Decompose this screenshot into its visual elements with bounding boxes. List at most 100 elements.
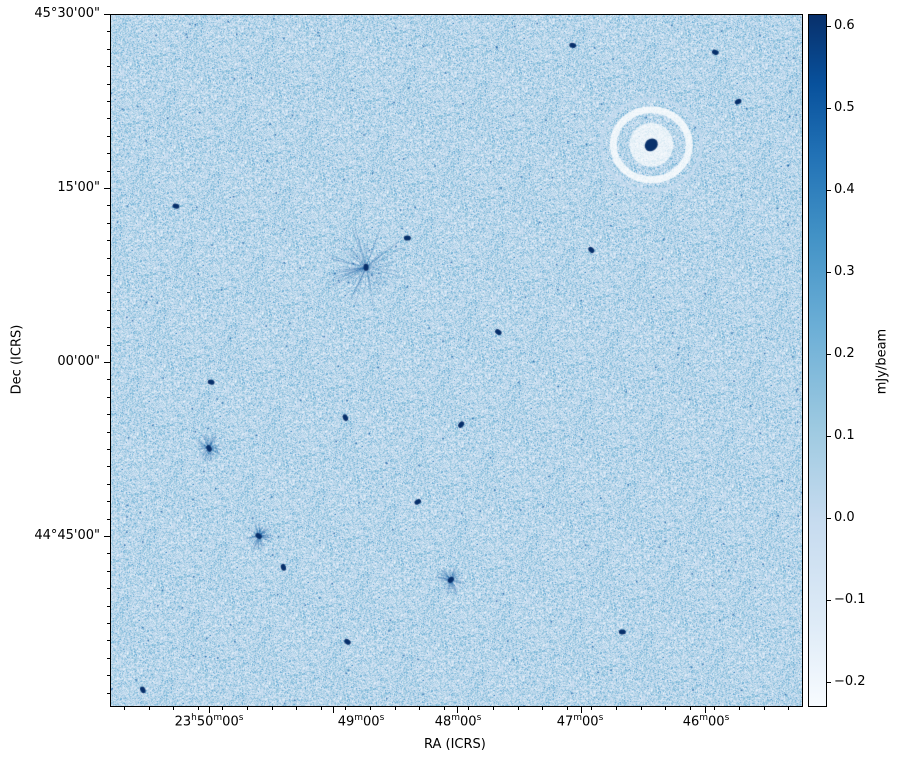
y-minor-tick [107, 240, 110, 242]
y-minor-tick [107, 362, 110, 363]
y-minor-tick [107, 48, 110, 50]
y-minor-tick [107, 536, 110, 537]
y-minor-tick [107, 222, 110, 224]
y-minor-tick [107, 449, 110, 450]
x-tick-label: 23h50m00s [174, 713, 244, 730]
y-minor-tick [107, 31, 110, 33]
y-minor-tick [107, 483, 110, 485]
colorbar-tick [827, 354, 831, 356]
x-minor-tick [763, 707, 765, 710]
y-tick-label: 00'00" [57, 354, 100, 369]
x-minor-tick [320, 707, 322, 710]
colorbar-tick [827, 518, 831, 520]
y-minor-tick [107, 344, 110, 346]
y-axis-label: Dec (ICRS) [9, 324, 25, 395]
y-minor-tick [107, 257, 110, 259]
x-minor-tick [222, 707, 224, 710]
x-minor-tick [468, 707, 470, 710]
y-minor-tick [107, 135, 110, 137]
y-minor-tick [107, 605, 110, 607]
x-tick-label: 46m00s [682, 713, 730, 730]
x-major-tick [333, 707, 334, 713]
x-minor-tick [394, 707, 396, 710]
colorbar-tick-label: 0.3 [834, 264, 855, 280]
x-minor-tick [616, 707, 617, 710]
y-tick-label: 15'00" [57, 180, 100, 195]
x-minor-tick [591, 707, 593, 710]
y-minor-tick [107, 692, 110, 694]
y-minor-tick [107, 588, 110, 590]
x-minor-tick [739, 707, 740, 710]
y-minor-tick [107, 640, 110, 642]
y-minor-tick [107, 414, 110, 416]
x-minor-tick [124, 707, 125, 710]
y-minor-tick [107, 275, 110, 276]
colorbar-tick-label: 0.0 [834, 510, 855, 526]
y-minor-tick [107, 431, 110, 433]
x-tick-label: 47m00s [556, 713, 604, 730]
x-minor-tick [517, 707, 519, 710]
y-minor-tick [107, 83, 110, 85]
colorbar-tick-label: 0.5 [834, 100, 855, 116]
colorbar-tick-label: −0.2 [834, 674, 866, 690]
y-minor-tick [107, 675, 110, 677]
x-minor-tick [247, 707, 248, 710]
y-minor-tick [107, 553, 110, 555]
x-minor-tick [566, 707, 568, 710]
x-axis-label: RA (ICRS) [424, 737, 486, 752]
y-minor-tick [107, 309, 110, 311]
x-minor-tick [689, 707, 691, 710]
y-minor-tick [107, 657, 110, 659]
y-minor-tick [107, 501, 110, 503]
x-tick-label: 48m00s [434, 713, 482, 730]
x-minor-tick [542, 707, 544, 710]
x-major-tick [581, 707, 582, 713]
y-minor-tick [107, 153, 110, 155]
x-tick-label: 49m00s [337, 713, 385, 730]
colorbar-tick-label: 0.6 [834, 18, 855, 34]
colorbar-tick [827, 108, 831, 110]
y-minor-tick [107, 466, 110, 468]
y-minor-tick [107, 379, 110, 381]
x-minor-tick [296, 707, 298, 710]
x-major-tick [457, 707, 458, 713]
colorbar-tick [827, 600, 831, 602]
x-minor-tick [714, 707, 716, 710]
y-minor-tick [107, 570, 110, 572]
colorbar-tick-label: −0.1 [834, 592, 866, 608]
x-minor-tick [370, 707, 371, 710]
x-minor-tick [419, 707, 421, 710]
y-tick-label: 45°30'00" [34, 6, 100, 21]
y-minor-tick [107, 66, 110, 68]
x-minor-tick [271, 707, 273, 710]
x-minor-tick [665, 707, 667, 710]
y-minor-tick [107, 518, 110, 520]
colorbar-tick [827, 682, 831, 684]
y-minor-tick [107, 170, 110, 172]
x-minor-tick [345, 707, 347, 710]
x-minor-tick [788, 707, 790, 710]
x-minor-tick [148, 707, 150, 710]
colorbar-tick [827, 190, 831, 192]
y-minor-tick [107, 327, 110, 329]
colorbar-tick [827, 272, 831, 274]
colorbar-tick-label: 0.4 [834, 182, 855, 198]
y-tick-label: 44°45'00" [34, 528, 100, 543]
y-minor-tick [107, 292, 110, 294]
x-minor-tick [173, 707, 175, 710]
y-minor-tick [107, 118, 110, 120]
y-minor-tick [107, 396, 110, 398]
x-minor-tick [197, 707, 199, 710]
x-major-tick [705, 707, 706, 713]
colorbar-label: mJy/beam [874, 328, 890, 395]
x-minor-tick [443, 707, 445, 710]
colorbar-tick-label: 0.1 [834, 428, 855, 444]
y-minor-tick [107, 623, 110, 624]
y-minor-tick [107, 101, 110, 102]
y-minor-tick [107, 205, 110, 207]
x-minor-tick [493, 707, 494, 710]
x-major-tick [209, 707, 210, 713]
y-minor-tick [107, 188, 110, 189]
y-minor-tick [107, 14, 110, 15]
colorbar-tick-label: 0.2 [834, 346, 855, 362]
